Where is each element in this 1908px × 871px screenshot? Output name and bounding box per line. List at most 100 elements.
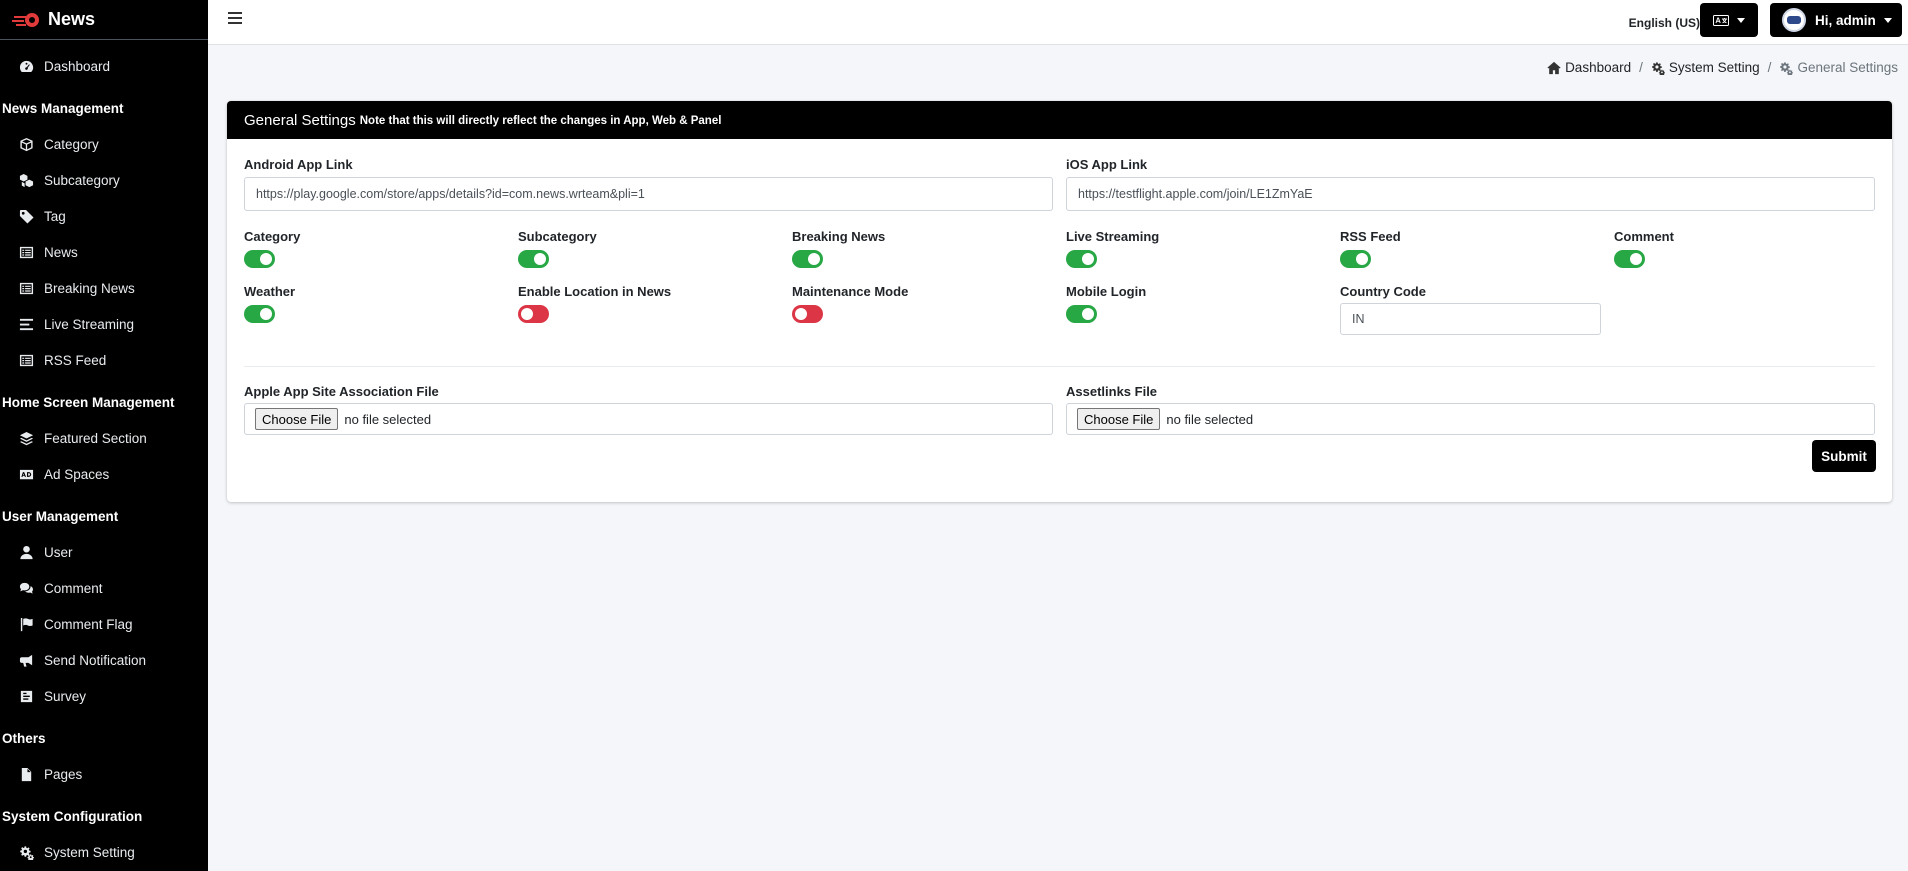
assetlinks-file-input[interactable]: Choose File no file selected xyxy=(1066,403,1875,435)
sidebar-item-label: Comment Flag xyxy=(44,616,133,632)
sidebar-item-label: Featured Section xyxy=(44,430,147,446)
sidebar-item-label: Pages xyxy=(44,766,83,782)
sidebar-item-news[interactable]: News xyxy=(0,234,208,270)
rss-feed-toggle[interactable] xyxy=(1340,250,1371,268)
submit-button[interactable]: Submit xyxy=(1812,440,1876,472)
breadcrumb-separator: / xyxy=(1767,60,1772,75)
category-toggle[interactable] xyxy=(244,250,275,268)
sidebar-header-user-management: User Management xyxy=(2,508,119,524)
sidebar-item-label: Survey xyxy=(44,688,87,704)
sidebar-item-breaking-news[interactable]: Breaking News xyxy=(0,270,208,306)
general-settings-card: General Settings Note that this will dir… xyxy=(227,101,1892,502)
choose-file-button[interactable]: Choose File xyxy=(1077,408,1161,430)
android-app-link-input[interactable]: https://play.google.com/store/apps/detai… xyxy=(244,177,1053,211)
sidebar-item-comment-flag[interactable]: Comment Flag xyxy=(0,606,208,642)
toggle-label: Breaking News xyxy=(792,229,886,244)
live-streaming-toggle[interactable] xyxy=(1066,250,1097,268)
sidebar-item-subcategory[interactable]: Subcategory xyxy=(0,162,208,198)
sidebar-item-label: Tag xyxy=(44,208,66,224)
breadcrumb-label: System Setting xyxy=(1668,60,1760,75)
sidebar-item-live-streaming[interactable]: Live Streaming xyxy=(0,306,208,342)
file-status: no file selected xyxy=(344,411,432,427)
card-title: General Settings xyxy=(244,111,356,129)
language-dropdown-button[interactable] xyxy=(1700,3,1758,37)
breadcrumb-system-setting[interactable]: System Setting xyxy=(1651,60,1760,75)
sidebar-item-survey[interactable]: Survey xyxy=(0,678,208,714)
cogs-icon xyxy=(1652,61,1665,75)
layer-group-icon xyxy=(18,430,34,446)
breadcrumb-separator: / xyxy=(1639,60,1643,75)
toggle-label: RSS Feed xyxy=(1340,229,1401,244)
android-app-link-label: Android App Link xyxy=(244,157,353,172)
sidebar-item-ad-spaces[interactable]: Ad Spaces xyxy=(0,456,208,492)
chevron-down-icon xyxy=(1737,17,1745,23)
sidebar-header-others: Others xyxy=(2,730,46,746)
enable-location-toggle[interactable] xyxy=(518,305,549,323)
current-language: English (US) xyxy=(1628,16,1700,30)
file-icon xyxy=(18,766,34,782)
list-alt-icon xyxy=(18,244,34,260)
cogs-icon xyxy=(1780,61,1794,75)
sidebar-item-pages[interactable]: Pages xyxy=(0,756,208,792)
avatar xyxy=(1782,8,1806,32)
sidebar-item-label: User xyxy=(44,544,73,560)
gauge-icon xyxy=(18,58,34,74)
sidebar-item-tag[interactable]: Tag xyxy=(0,198,208,234)
apple-file-label: Apple App Site Association File xyxy=(244,384,439,399)
sidebar-item-user[interactable]: User xyxy=(0,534,208,570)
breadcrumb-label: Dashboard xyxy=(1565,60,1632,75)
sidebar-item-system-setting[interactable]: System Setting xyxy=(0,834,208,870)
sidebar-header-news-management: News Management xyxy=(2,100,124,116)
user-menu-button[interactable]: Hi, admin xyxy=(1770,3,1902,37)
sidebar-header-home-screen-management: Home Screen Management xyxy=(2,394,175,410)
assetlinks-file-label: Assetlinks File xyxy=(1066,384,1158,399)
comment-toggle[interactable] xyxy=(1614,250,1645,268)
toggle-label: Category xyxy=(244,229,301,244)
brand[interactable]: News xyxy=(0,0,208,40)
maintenance-mode-toggle[interactable] xyxy=(792,305,823,323)
sidebar-item-label: Ad Spaces xyxy=(44,466,110,482)
bullhorn-icon xyxy=(18,652,34,668)
flag-icon xyxy=(18,616,34,632)
tag-icon xyxy=(18,208,34,224)
breadcrumb: Dashboard / System Setting / General Set… xyxy=(1547,60,1898,75)
toggle-label: Mobile Login xyxy=(1066,284,1147,299)
sidebar-item-label: Subcategory xyxy=(44,172,120,188)
sidebar-item-category[interactable]: Category xyxy=(0,126,208,162)
breadcrumb-general-settings: General Settings xyxy=(1779,60,1898,75)
sidebar-item-featured-section[interactable]: Featured Section xyxy=(0,420,208,456)
chevron-down-icon xyxy=(1883,17,1892,23)
ios-app-link-input[interactable]: https://testflight.apple.com/join/LE1ZmY… xyxy=(1066,177,1875,211)
apple-association-file-input[interactable]: Choose File no file selected xyxy=(244,403,1053,435)
toggle-label: Maintenance Mode xyxy=(792,284,909,299)
choose-file-button[interactable]: Choose File xyxy=(255,408,339,430)
country-code-input[interactable]: IN xyxy=(1340,303,1601,335)
bars-icon xyxy=(18,316,34,332)
breaking-news-toggle[interactable] xyxy=(792,250,823,268)
sidebar-item-comment[interactable]: Comment xyxy=(0,570,208,606)
topbar: English (US) Hi, admin xyxy=(208,0,1908,45)
sidebar-item-label: Dashboard xyxy=(44,58,111,74)
sidebar-item-label: Send Notification xyxy=(44,652,147,668)
weather-toggle[interactable] xyxy=(244,305,275,323)
toggle-label: Live Streaming xyxy=(1066,229,1160,244)
user-icon xyxy=(18,544,34,560)
toggle-label: Enable Location in News xyxy=(518,284,672,299)
toggle-label: Weather xyxy=(244,284,296,299)
sidebar-item-label: Category xyxy=(44,136,99,152)
card-header: General Settings Note that this will dir… xyxy=(227,101,1892,139)
list-alt-icon xyxy=(18,352,34,368)
cubes-icon xyxy=(18,172,34,188)
sidebar-item-dashboard[interactable]: Dashboard xyxy=(0,48,208,84)
mobile-login-toggle[interactable] xyxy=(1066,305,1097,323)
toggle-label: Comment xyxy=(1614,229,1674,244)
subcategory-toggle[interactable] xyxy=(518,250,549,268)
sidebar-item-rss-feed[interactable]: RSS Feed xyxy=(0,342,208,378)
sidebar: News Dashboard News Management Category … xyxy=(0,0,208,871)
sidebar-item-label: News xyxy=(44,244,78,260)
breadcrumb-dashboard[interactable]: Dashboard xyxy=(1547,60,1631,75)
list-alt-icon xyxy=(18,280,34,296)
hamburger-menu-icon[interactable] xyxy=(228,12,242,26)
sidebar-item-send-notification[interactable]: Send Notification xyxy=(0,642,208,678)
file-status: no file selected xyxy=(1166,411,1254,427)
